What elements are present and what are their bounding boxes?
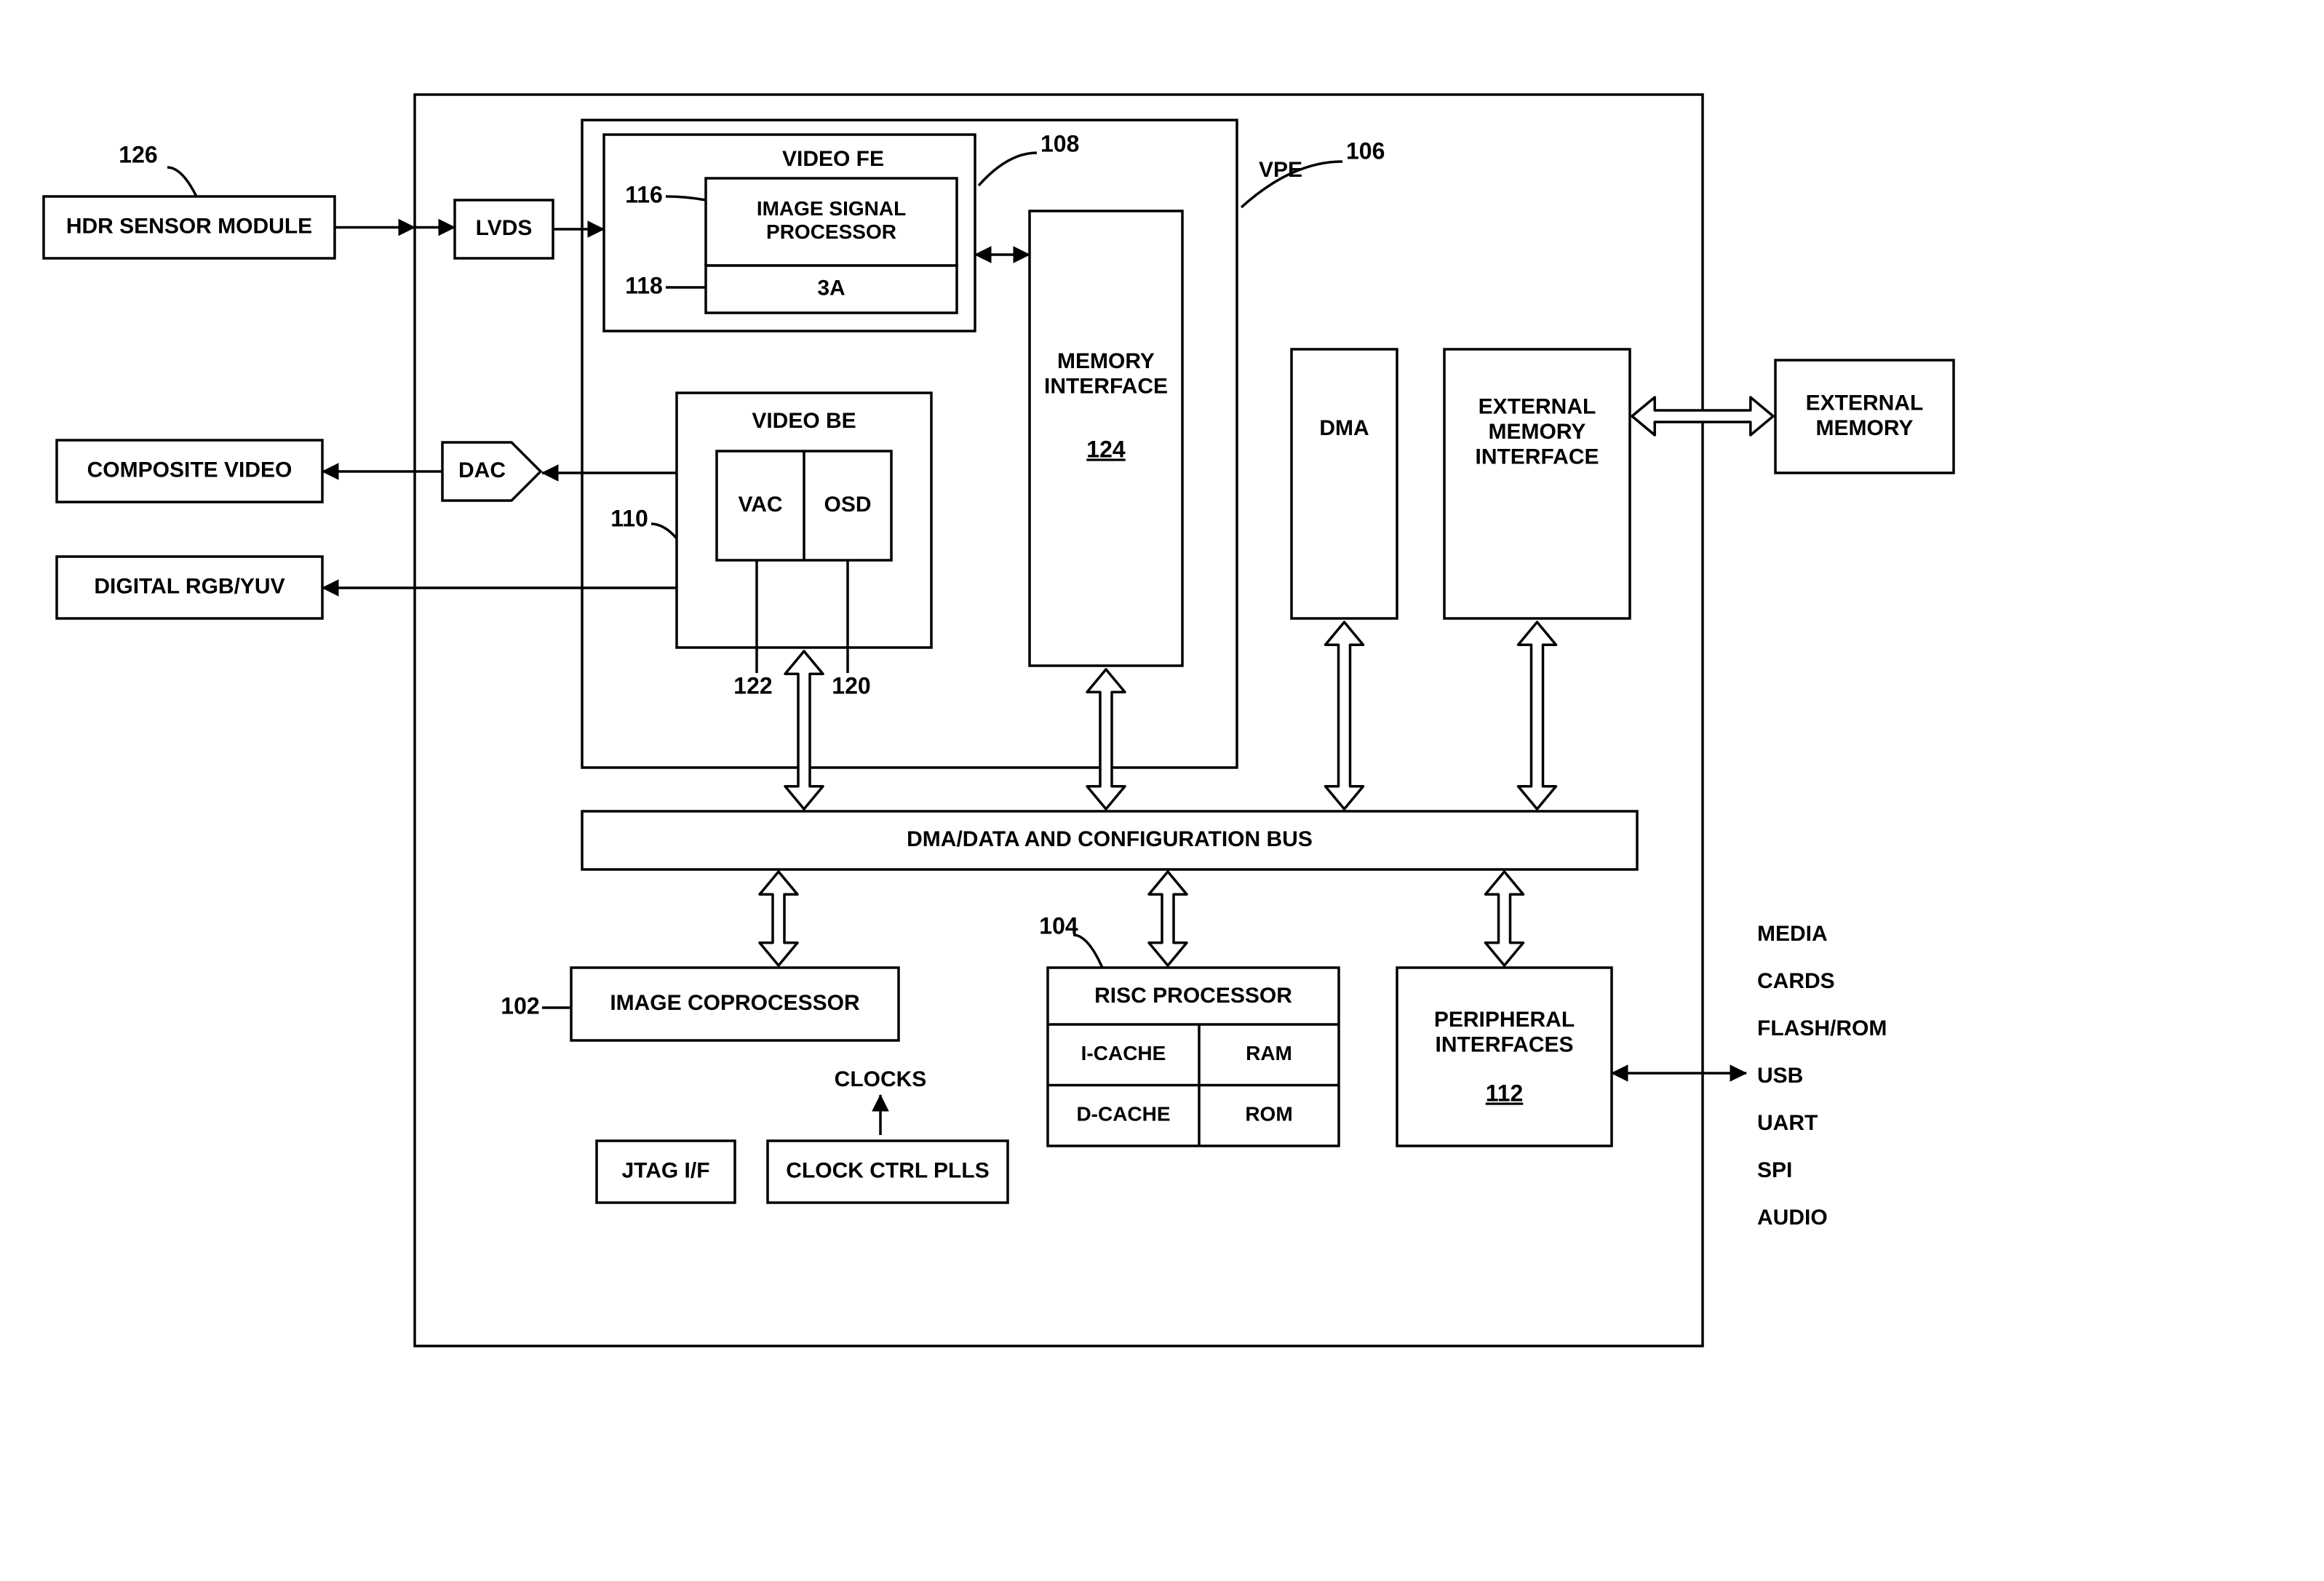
peripheral-interfaces — [1397, 968, 1612, 1146]
periph-item: AUDIO — [1757, 1206, 1828, 1230]
periph-item: UART — [1757, 1111, 1818, 1135]
dma-block — [1292, 349, 1397, 618]
isp-label: IMAGE SIGNALPROCESSOR — [757, 197, 906, 243]
ram-label: RAM — [1246, 1042, 1292, 1064]
ref-118: 118 — [625, 272, 663, 298]
mem-if-label: MEMORYINTERFACE — [1044, 349, 1168, 399]
composite-video-label: COMPOSITE VIDEO — [87, 458, 293, 482]
risc-title: RISC PROCESSOR — [1094, 984, 1292, 1008]
clocks-label: CLOCKS — [835, 1067, 927, 1091]
ref-122: 122 — [733, 672, 772, 698]
dac-label: DAC — [458, 458, 506, 482]
periph-item: MEDIA — [1757, 922, 1828, 946]
ref-106: 106 — [1346, 138, 1385, 164]
img-coproc-label: IMAGE COPROCESSOR — [610, 991, 860, 1015]
osd-label: OSD — [824, 493, 871, 517]
icache-label: I-CACHE — [1081, 1042, 1166, 1064]
periph-item: SPI — [1757, 1158, 1792, 1182]
video-be-label: VIDEO BE — [752, 409, 856, 433]
ref-124: 124 — [1086, 436, 1126, 462]
periph-item: FLASH/ROM — [1757, 1016, 1887, 1040]
periph-item: USB — [1757, 1064, 1803, 1088]
dma-label: DMA — [1319, 416, 1369, 440]
ref-104: 104 — [1039, 912, 1078, 939]
ref-116: 116 — [625, 181, 663, 207]
digital-rgb-label: DIGITAL RGB/YUV — [94, 574, 284, 598]
video-fe-label: VIDEO FE — [782, 147, 884, 171]
ext-mem-if — [1444, 349, 1630, 618]
ref-110: 110 — [610, 505, 648, 531]
ext-mem-label: EXTERNALMEMORY — [1806, 391, 1924, 440]
vac-label: VAC — [738, 493, 782, 517]
periph-item: CARDS — [1757, 969, 1835, 993]
ext-mem-if-label: EXTERNALMEMORYINTERFACE — [1475, 394, 1599, 469]
rom-label: ROM — [1245, 1103, 1292, 1126]
jtag-label: JTAG I/F — [621, 1158, 709, 1182]
bus-label: DMA/DATA AND CONFIGURATION BUS — [907, 827, 1313, 851]
clock-ctrl-label: CLOCK CTRL PLLS — [786, 1158, 989, 1182]
ref-108: 108 — [1040, 130, 1079, 156]
periph-label: PERIPHERALINTERFACES — [1434, 1008, 1575, 1057]
dcache-label: D-CACHE — [1076, 1103, 1170, 1126]
three-a-label: 3A — [817, 276, 845, 300]
hdr-sensor-label: HDR SENSOR MODULE — [66, 214, 312, 238]
lvds-label: LVDS — [476, 216, 533, 240]
ref-120: 120 — [832, 672, 870, 698]
ref-112: 112 — [1486, 1080, 1524, 1106]
ref-126: 126 — [119, 141, 157, 167]
ref-102: 102 — [501, 992, 539, 1019]
